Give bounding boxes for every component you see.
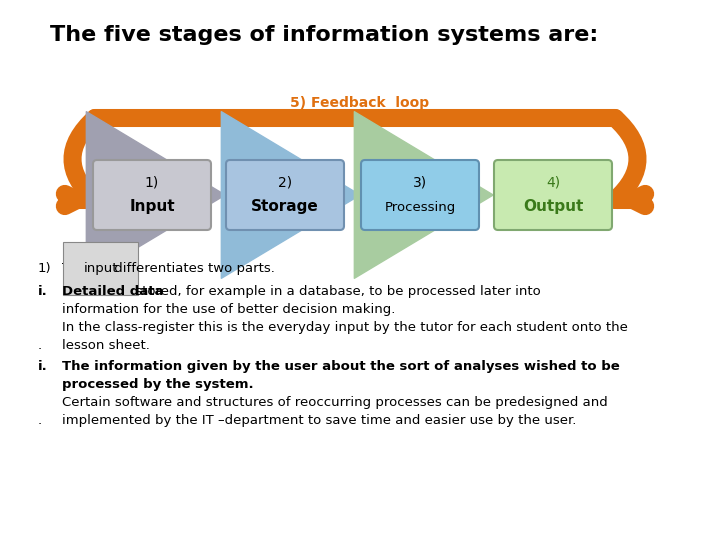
Text: The five stages of information systems are:: The five stages of information systems a… <box>50 25 598 45</box>
Text: Processing: Processing <box>384 200 456 213</box>
FancyBboxPatch shape <box>93 160 211 230</box>
FancyBboxPatch shape <box>226 160 344 230</box>
Text: processed by the system.: processed by the system. <box>62 378 253 391</box>
Text: implemented by the IT –department to save time and easier use by the user.: implemented by the IT –department to sav… <box>62 414 577 427</box>
Text: stored, for example in a database, to be processed later into: stored, for example in a database, to be… <box>131 285 541 298</box>
Text: Input: Input <box>129 199 175 214</box>
FancyBboxPatch shape <box>361 160 479 230</box>
Text: 5) Feedback  loop: 5) Feedback loop <box>290 96 430 110</box>
Text: In the class-register this is the everyday input by the tutor for each student o: In the class-register this is the everyd… <box>62 321 628 334</box>
Text: 3): 3) <box>413 176 427 190</box>
Text: information for the use of better decision making.: information for the use of better decisi… <box>62 303 395 316</box>
Text: 4): 4) <box>546 176 560 190</box>
Text: i.: i. <box>38 285 48 298</box>
Text: i.: i. <box>38 360 48 373</box>
Text: Storage: Storage <box>251 199 319 214</box>
Text: .: . <box>38 339 42 352</box>
Text: 2): 2) <box>278 176 292 190</box>
Text: input: input <box>84 262 118 275</box>
Text: .: . <box>38 414 42 427</box>
Text: The: The <box>62 262 91 275</box>
FancyBboxPatch shape <box>494 160 612 230</box>
Text: lesson sheet.: lesson sheet. <box>62 339 150 352</box>
Text: Output: Output <box>523 199 583 214</box>
Text: Certain software and structures of reoccurring processes can be predesigned and: Certain software and structures of reocc… <box>62 396 608 409</box>
Text: Detailed data: Detailed data <box>62 285 163 298</box>
Text: 1): 1) <box>38 262 52 275</box>
Text: differentiates two parts.: differentiates two parts. <box>110 262 275 275</box>
Text: The information given by the user about the sort of analyses wished to be: The information given by the user about … <box>62 360 620 373</box>
Text: 1): 1) <box>145 176 159 190</box>
